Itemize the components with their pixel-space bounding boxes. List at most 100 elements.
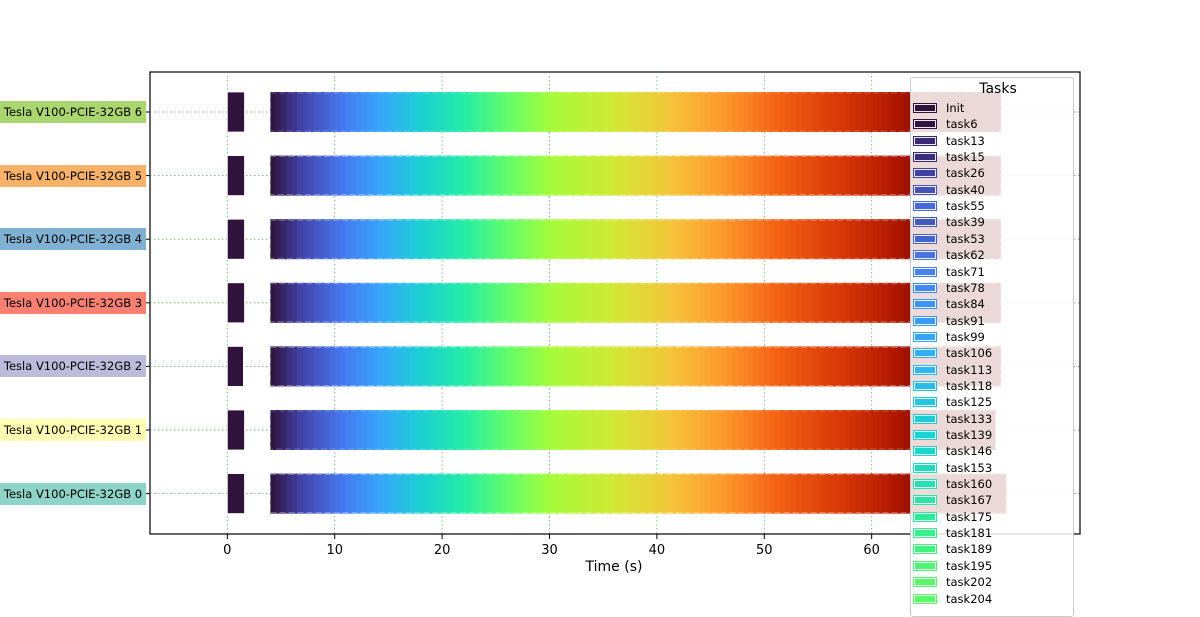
task-segment	[871, 155, 878, 196]
task-segment	[506, 410, 513, 450]
task-segment	[425, 219, 432, 260]
task-segment	[340, 346, 347, 387]
task-segment	[807, 155, 814, 196]
task-segment	[597, 92, 604, 132]
task-segment	[356, 410, 363, 450]
init-bar	[226, 473, 245, 515]
task-segment	[791, 219, 798, 260]
task-segment	[565, 346, 572, 387]
task-segment	[758, 219, 765, 260]
task-segment	[753, 155, 760, 196]
x-tick-label: 10	[326, 543, 343, 558]
task-segment	[694, 410, 701, 450]
task-segment	[732, 346, 739, 387]
task-segment	[775, 473, 781, 514]
task-segment	[667, 410, 674, 450]
task-segment	[656, 155, 663, 196]
legend-swatch	[913, 528, 937, 539]
task-segment	[866, 219, 873, 260]
task-segment	[511, 410, 518, 450]
task-segment	[683, 410, 690, 450]
legend-item: task99	[913, 329, 985, 345]
task-segment	[699, 92, 706, 132]
task-segment	[522, 410, 529, 450]
task-segment	[887, 473, 894, 514]
task-segment	[393, 219, 400, 260]
x-tick-label: 50	[756, 543, 773, 558]
task-segment	[528, 473, 534, 514]
task-segment	[689, 346, 696, 387]
task-segment	[307, 282, 314, 323]
task-segment	[860, 92, 867, 132]
task-segment	[501, 155, 508, 196]
task-segment	[587, 346, 594, 387]
legend-item: task84	[913, 296, 985, 312]
gpu-row-label: Tesla V100-PCIE-32GB 4	[0, 228, 146, 251]
task-segment	[415, 346, 422, 387]
task-segment	[613, 155, 620, 196]
task-segment	[506, 92, 513, 132]
task-segment	[672, 282, 679, 323]
task-segment	[603, 92, 610, 132]
task-segment	[855, 346, 862, 387]
task-segment	[689, 155, 696, 196]
legend-item: task40	[913, 182, 985, 198]
task-segment	[281, 410, 287, 450]
task-segment	[898, 473, 905, 514]
legend-label: task84	[946, 297, 985, 312]
task-segment	[313, 219, 320, 260]
task-segment	[307, 219, 314, 260]
task-segment	[635, 155, 642, 196]
legend-item: task13	[913, 133, 985, 149]
gpu-row-label: Tesla V100-PCIE-32GB 3	[0, 291, 146, 314]
task-segment	[522, 346, 529, 387]
init-bar	[226, 409, 245, 451]
task-segment	[705, 92, 712, 132]
task-segment	[275, 282, 282, 323]
task-segment	[554, 282, 561, 323]
task-segment	[431, 473, 438, 514]
task-segment	[399, 473, 406, 514]
task-segment	[882, 410, 889, 450]
task-segment	[452, 155, 459, 196]
task-segment	[646, 282, 653, 323]
task-segment	[823, 473, 830, 514]
task-segment	[302, 92, 309, 132]
task-segment	[506, 346, 513, 387]
task-segment	[436, 473, 443, 514]
task-segment	[887, 282, 894, 323]
task-segment	[630, 346, 637, 387]
task-segment	[474, 473, 481, 514]
task-segment	[662, 346, 669, 387]
task-segment	[554, 410, 561, 450]
task-segment	[758, 92, 765, 132]
task-segment	[463, 155, 470, 196]
task-segment	[689, 473, 696, 514]
task-segment	[345, 473, 352, 514]
task-segment	[656, 282, 663, 323]
task-segment	[737, 346, 744, 387]
task-segment	[350, 473, 357, 514]
task-segment	[796, 92, 803, 132]
task-segment	[871, 473, 878, 514]
task-segment	[447, 219, 454, 260]
task-segment	[844, 219, 851, 260]
task-segment	[388, 219, 395, 260]
task-segment	[511, 92, 518, 132]
task-segment	[619, 410, 626, 450]
legend-label: task40	[946, 182, 985, 197]
task-segment	[587, 473, 594, 514]
task-segment	[877, 155, 884, 196]
task-segment	[485, 155, 492, 196]
task-segment	[630, 155, 637, 196]
legend-item: task113	[913, 362, 992, 378]
task-segment	[409, 155, 416, 196]
task-segment	[538, 92, 545, 132]
task-segment	[656, 346, 663, 387]
task-segment	[372, 282, 379, 323]
task-segment	[898, 410, 905, 450]
task-segment	[393, 155, 400, 196]
task-segment	[737, 92, 744, 132]
task-segment	[383, 282, 390, 323]
legend-item: task189	[913, 541, 992, 557]
